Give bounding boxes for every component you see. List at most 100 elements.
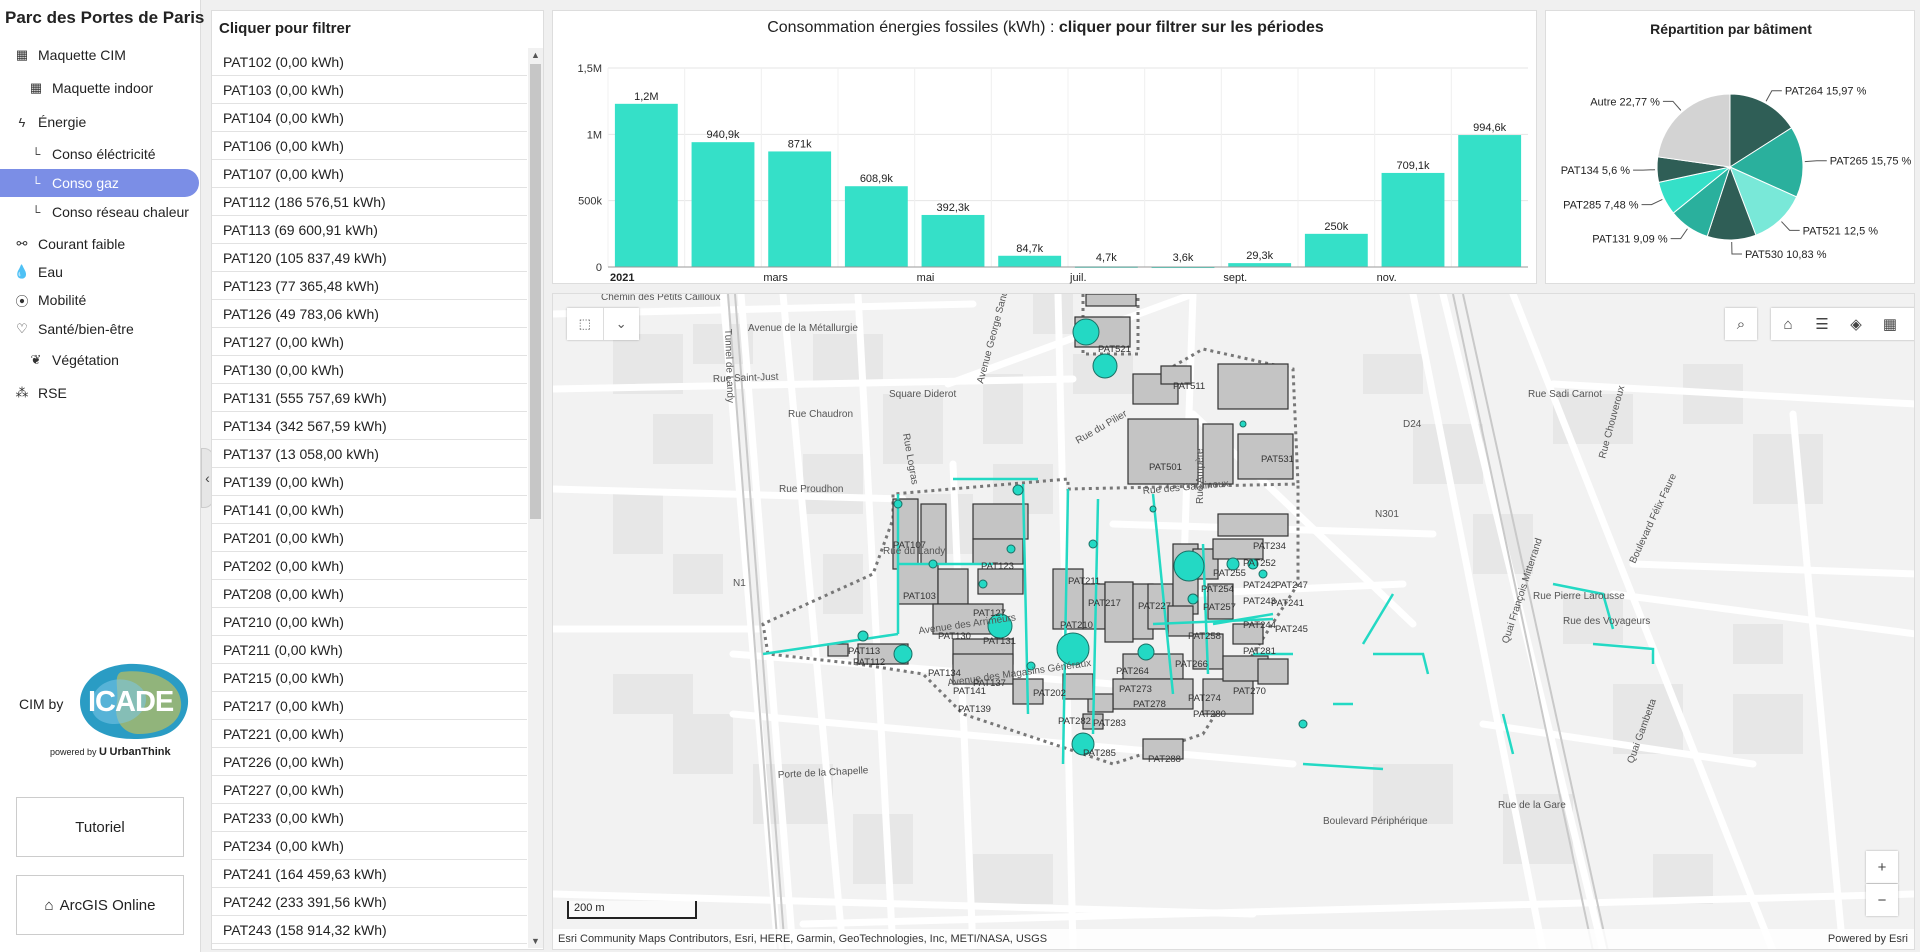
consumption-circle[interactable] <box>1149 505 1157 513</box>
sidebar-item[interactable]: └ Conso réseau chaleur <box>0 198 200 226</box>
building-footprint[interactable] <box>1142 738 1184 760</box>
consumption-circle[interactable] <box>1173 550 1205 582</box>
sidebar-item[interactable]: ▦ Maquette CIM <box>0 41 200 69</box>
filter-list-item[interactable]: PAT103 (0,00 kWh) <box>212 76 527 104</box>
consumption-circle[interactable] <box>893 499 903 509</box>
sidebar-item[interactable]: ⚯ Courant faible <box>0 230 200 258</box>
filter-list-item[interactable]: PAT141 (0,00 kWh) <box>212 496 527 524</box>
filter-scrollbar[interactable]: ▲ ▼ <box>528 48 543 948</box>
filter-list-item[interactable]: PAT210 (0,00 kWh) <box>212 608 527 636</box>
building-footprint[interactable] <box>1202 423 1234 485</box>
consumption-circle[interactable] <box>1088 539 1098 549</box>
building-footprint[interactable] <box>937 568 969 605</box>
bar[interactable] <box>691 142 755 267</box>
bar[interactable] <box>614 103 678 267</box>
bar-chart[interactable]: 0 500k 1M 1,5M 1,2M 2021 940,9k 871k mars 608,9k 3… <box>553 11 1538 285</box>
bar[interactable] <box>1381 172 1445 267</box>
filter-list-item[interactable]: PAT113 (69 600,91 kWh) <box>212 216 527 244</box>
sidebar-item[interactable]: └ Conso gaz <box>0 169 199 197</box>
sidebar-item[interactable]: ♡ Santé/bien-être <box>0 315 200 343</box>
filter-list-item[interactable]: PAT234 (0,00 kWh) <box>212 832 527 860</box>
consumption-circle[interactable] <box>1071 732 1095 756</box>
consumption-circle[interactable] <box>1056 632 1090 666</box>
building-footprint[interactable] <box>1212 538 1264 560</box>
filter-list-item[interactable]: PAT137 (13 058,00 kWh) <box>212 440 527 468</box>
filter-list-item[interactable]: PAT201 (0,00 kWh) <box>212 524 527 552</box>
legend-icon[interactable]: ☰ <box>1815 316 1829 333</box>
building-footprint[interactable] <box>972 503 1029 540</box>
filter-list-item[interactable]: PAT202 (0,00 kWh) <box>212 552 527 580</box>
filter-list-item[interactable]: PAT107 (0,00 kWh) <box>212 160 527 188</box>
sidebar-item[interactable]: 💧 Eau <box>0 258 200 286</box>
bar[interactable] <box>1458 135 1522 267</box>
filter-list-item[interactable]: PAT106 (0,00 kWh) <box>212 132 527 160</box>
map-search-button[interactable]: ⌕ <box>1725 308 1757 340</box>
scroll-up-icon[interactable]: ▲ <box>531 50 540 60</box>
basemap-gallery-icon[interactable]: ▦ <box>1882 316 1898 333</box>
scroll-down-icon[interactable]: ▼ <box>531 936 540 946</box>
bar[interactable] <box>768 151 832 267</box>
filter-list-item[interactable]: PAT102 (0,00 kWh) <box>212 48 527 76</box>
filter-list-item[interactable]: PAT217 (0,00 kWh) <box>212 692 527 720</box>
pie-chart[interactable]: PAT264 15,97 % PAT265 15,75 % PAT521 12,5 … <box>1546 11 1915 284</box>
consumption-circle[interactable] <box>893 644 913 664</box>
building-footprint[interactable] <box>1052 568 1084 630</box>
building-footprint[interactable] <box>1232 623 1264 645</box>
select-tool-icon[interactable]: ⬚ <box>578 316 591 331</box>
filter-list-item[interactable]: PAT241 (164 459,63 kWh) <box>212 860 527 888</box>
filter-list-item[interactable]: PAT123 (77 365,48 kWh) <box>212 272 527 300</box>
zoom-in-button[interactable]: + <box>1866 851 1898 883</box>
bar[interactable] <box>1304 233 1368 267</box>
filter-list-item[interactable]: PAT227 (0,00 kWh) <box>212 776 527 804</box>
consumption-circle[interactable] <box>978 579 988 589</box>
map-view[interactable]: Chemin des Petits Cailloux Avenue de la M… <box>552 293 1915 950</box>
scrollbar-thumb[interactable] <box>530 64 541 519</box>
more-icon[interactable]: ⋮ <box>1907 308 1914 340</box>
consumption-circle[interactable] <box>1092 353 1118 379</box>
pie-slice[interactable] <box>1657 93 1731 168</box>
consumption-circle[interactable] <box>928 559 938 569</box>
tutorial-button[interactable]: Tutoriel <box>16 797 184 857</box>
consumption-circle[interactable] <box>1137 643 1155 661</box>
sidebar-item[interactable]: ▦ Maquette indoor <box>0 74 200 102</box>
filter-list-item[interactable]: PAT215 (0,00 kWh) <box>212 664 527 692</box>
map-canvas[interactable]: Chemin des Petits Cailloux Avenue de la M… <box>553 294 1915 950</box>
consumption-circle[interactable] <box>1298 719 1308 729</box>
building-footprint[interactable] <box>1085 294 1137 307</box>
consumption-circle[interactable] <box>1072 318 1100 346</box>
filter-list-item[interactable]: PAT130 (0,00 kWh) <box>212 356 527 384</box>
building-footprint[interactable] <box>1217 363 1289 410</box>
filter-list-item[interactable]: PAT134 (342 567,59 kWh) <box>212 412 527 440</box>
consumption-circle[interactable] <box>1006 544 1016 554</box>
filter-list-item[interactable]: PAT127 (0,00 kWh) <box>212 328 527 356</box>
filter-list-item[interactable]: PAT120 (105 837,49 kWh) <box>212 244 527 272</box>
filter-list-item[interactable]: PAT139 (0,00 kWh) <box>212 468 527 496</box>
sidebar-item[interactable]: ❦ Végétation <box>0 346 200 374</box>
pie-slice[interactable] <box>1728 127 1804 198</box>
sidebar-item[interactable]: └ Conso éléctricité <box>0 140 200 168</box>
filter-list-item[interactable]: PAT211 (0,00 kWh) <box>212 636 527 664</box>
building-footprint[interactable] <box>1127 418 1199 485</box>
building-footprint[interactable] <box>1104 581 1134 643</box>
consumption-circle[interactable] <box>987 613 1013 639</box>
building-footprint[interactable] <box>1257 658 1289 685</box>
bar[interactable] <box>998 255 1062 267</box>
filter-list-item[interactable]: PAT221 (0,00 kWh) <box>212 720 527 748</box>
sidebar-item[interactable]: ⁂ RSE <box>0 379 200 407</box>
filter-list-item[interactable]: PAT104 (0,00 kWh) <box>212 104 527 132</box>
building-footprint[interactable] <box>1217 513 1289 537</box>
bar[interactable] <box>844 186 908 267</box>
building-footprint[interactable] <box>920 503 947 565</box>
sidebar-item[interactable]: ϟ Énergie <box>0 108 200 136</box>
building-footprint[interactable] <box>952 653 1014 685</box>
consumption-circle[interactable] <box>1226 557 1240 571</box>
filter-list-item[interactable]: PAT243 (158 914,32 kWh) <box>212 916 527 944</box>
filter-list-item[interactable]: PAT233 (0,00 kWh) <box>212 804 527 832</box>
filter-list-item[interactable]: PAT226 (0,00 kWh) <box>212 748 527 776</box>
building-footprint[interactable] <box>1167 605 1194 637</box>
chevron-down-icon[interactable]: ⌄ <box>602 308 640 340</box>
building-footprint[interactable] <box>827 643 849 657</box>
consumption-circle[interactable] <box>1258 569 1268 579</box>
arcgis-online-button[interactable]: ⌂ ArcGIS Online <box>16 875 184 935</box>
building-footprint[interactable] <box>1160 365 1192 385</box>
